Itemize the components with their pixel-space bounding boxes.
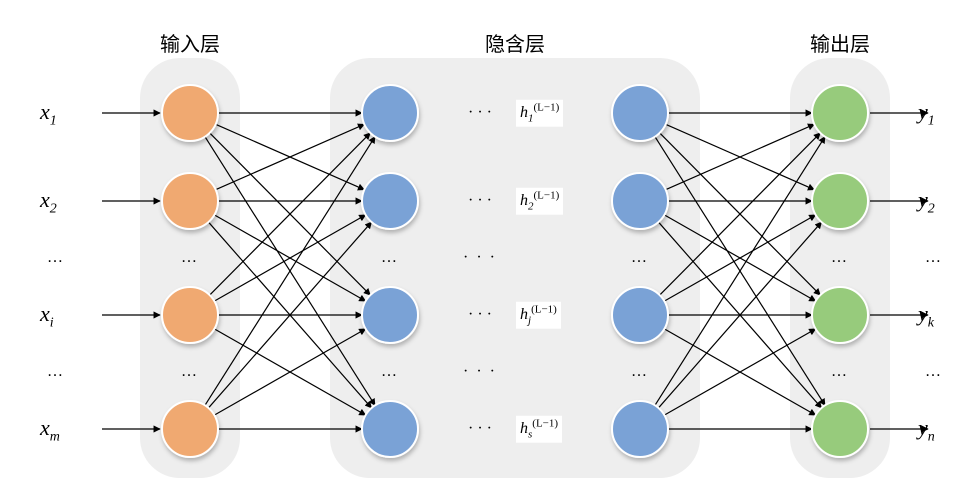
hidden-label: hs(L−1) bbox=[516, 416, 562, 443]
output-node bbox=[812, 173, 868, 229]
hidden-node bbox=[612, 401, 668, 457]
diagram-canvas: x1 x2 xi xm y1 y2 yk yn … … … … … … … … … … … … · · · · · · · … bbox=[0, 0, 976, 500]
hidden-node bbox=[362, 173, 418, 229]
hdots: · · · bbox=[468, 420, 492, 438]
output-label: y2 bbox=[918, 187, 935, 217]
output-title: 输出层 bbox=[810, 28, 870, 57]
hidden-title: 隐含层 bbox=[485, 28, 545, 57]
hidden-node bbox=[362, 85, 418, 141]
input-node bbox=[162, 173, 218, 229]
vdots: … bbox=[925, 363, 943, 381]
input-node bbox=[162, 85, 218, 141]
vdots: … bbox=[47, 249, 65, 267]
hdots: · · · bbox=[468, 104, 492, 122]
hdots: · · · bbox=[468, 306, 492, 324]
output-node bbox=[812, 401, 868, 457]
output-label: y1 bbox=[918, 99, 935, 129]
input-label: xi bbox=[40, 301, 54, 331]
vdots: … bbox=[831, 249, 849, 267]
vdots: … bbox=[831, 363, 849, 381]
vdots: · · · bbox=[463, 249, 497, 267]
hdots: · · · bbox=[468, 192, 492, 210]
vdots: … bbox=[631, 363, 649, 381]
input-label: x2 bbox=[40, 187, 57, 217]
hidden-node bbox=[612, 287, 668, 343]
vdots: … bbox=[381, 363, 399, 381]
vdots: … bbox=[47, 363, 65, 381]
vdots: · · · bbox=[463, 363, 497, 381]
output-label: yk bbox=[918, 301, 934, 331]
hidden-label: h1(L−1) bbox=[516, 100, 563, 127]
output-node bbox=[812, 85, 868, 141]
hidden-node bbox=[362, 287, 418, 343]
input-label: xm bbox=[40, 415, 60, 445]
output-node bbox=[812, 287, 868, 343]
input-label: x1 bbox=[40, 99, 57, 129]
input-node bbox=[162, 287, 218, 343]
input-title: 输入层 bbox=[160, 28, 220, 57]
input-node bbox=[162, 401, 218, 457]
hidden-node bbox=[362, 401, 418, 457]
vdots: … bbox=[631, 249, 649, 267]
hidden-node bbox=[612, 85, 668, 141]
hidden-node bbox=[612, 173, 668, 229]
vdots: … bbox=[381, 249, 399, 267]
vdots: … bbox=[181, 363, 199, 381]
hidden-label: hj(L−1) bbox=[516, 302, 561, 329]
hidden-label: h2(L−1) bbox=[516, 188, 563, 215]
vdots: … bbox=[181, 249, 199, 267]
output-label: yn bbox=[918, 415, 935, 445]
vdots: … bbox=[925, 249, 943, 267]
